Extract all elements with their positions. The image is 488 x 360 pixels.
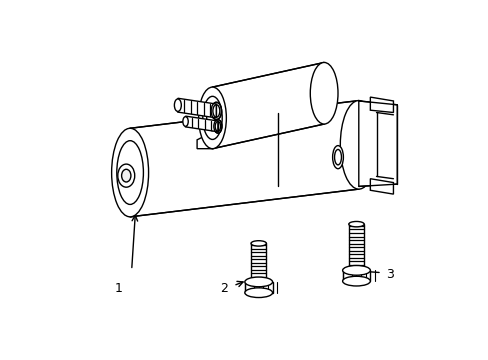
Ellipse shape xyxy=(244,277,272,287)
Text: 3: 3 xyxy=(385,268,393,281)
Ellipse shape xyxy=(340,100,377,189)
Ellipse shape xyxy=(250,241,266,246)
Ellipse shape xyxy=(310,62,337,124)
Ellipse shape xyxy=(111,128,148,217)
Ellipse shape xyxy=(332,145,343,169)
Ellipse shape xyxy=(250,279,266,285)
Ellipse shape xyxy=(213,120,222,133)
Text: 2: 2 xyxy=(220,282,227,294)
Polygon shape xyxy=(130,100,358,217)
Polygon shape xyxy=(348,224,364,270)
Ellipse shape xyxy=(174,99,181,112)
Ellipse shape xyxy=(342,276,369,286)
Polygon shape xyxy=(244,282,272,293)
Polygon shape xyxy=(212,62,324,149)
Polygon shape xyxy=(369,97,393,112)
Ellipse shape xyxy=(122,169,131,182)
Ellipse shape xyxy=(198,87,226,149)
Ellipse shape xyxy=(183,117,188,126)
Polygon shape xyxy=(185,116,218,132)
Text: 1: 1 xyxy=(114,282,122,294)
Polygon shape xyxy=(358,101,396,186)
Polygon shape xyxy=(250,243,266,282)
Ellipse shape xyxy=(342,265,369,275)
Polygon shape xyxy=(197,132,212,149)
Ellipse shape xyxy=(211,102,221,120)
Ellipse shape xyxy=(118,164,135,187)
Polygon shape xyxy=(369,179,393,194)
Polygon shape xyxy=(178,98,216,118)
Polygon shape xyxy=(342,270,369,281)
Ellipse shape xyxy=(244,288,272,297)
Ellipse shape xyxy=(348,221,364,227)
Ellipse shape xyxy=(347,267,364,274)
